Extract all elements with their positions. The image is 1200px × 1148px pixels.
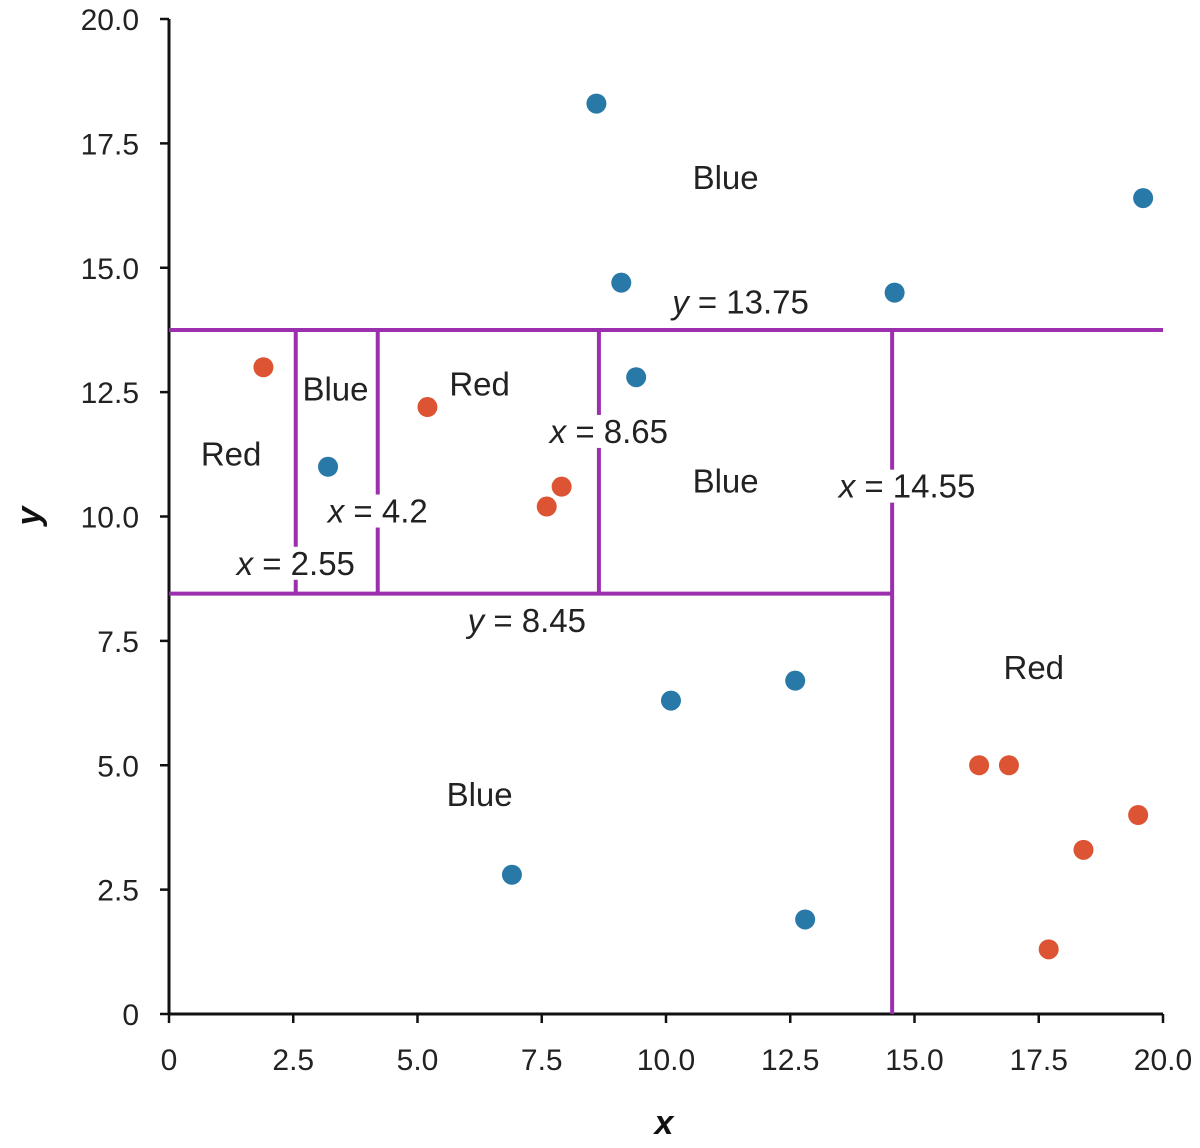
y-tick-label: 12.5 xyxy=(81,377,139,410)
split-value: = 4.2 xyxy=(344,493,427,530)
split-variable: x xyxy=(326,493,346,530)
split-label-text: x = 14.55 xyxy=(837,468,976,505)
x-tick-label: 15.0 xyxy=(885,1044,943,1077)
split-variable: x xyxy=(235,545,255,582)
data-point xyxy=(998,755,1019,776)
x-tick-label: 5.0 xyxy=(397,1044,439,1077)
y-tick-label: 5.0 xyxy=(97,750,139,783)
split-label: x = 4.2 xyxy=(322,493,431,530)
split-label-background xyxy=(833,469,979,503)
x-tick-label: 17.5 xyxy=(1010,1044,1068,1077)
x-axis-title: x xyxy=(653,1104,676,1142)
split-value: = 2.55 xyxy=(253,545,355,582)
split-lines: y = 13.75y = 8.45x = 14.55x = 8.65x = 4.… xyxy=(169,284,1163,1014)
split-variable: y xyxy=(670,284,691,321)
data-point xyxy=(417,397,438,418)
x-tick-label: 7.5 xyxy=(521,1044,563,1077)
split-label: y = 8.45 xyxy=(462,602,590,639)
split-label-background xyxy=(544,414,672,448)
y-tick-label: 17.5 xyxy=(81,128,139,161)
data-point xyxy=(660,690,681,711)
x-tick-label: 12.5 xyxy=(761,1044,819,1077)
split-variable: x xyxy=(837,468,857,505)
data-point xyxy=(1133,188,1154,209)
data-points xyxy=(253,93,1154,960)
split-label-text: x = 2.55 xyxy=(235,545,355,582)
y-axis-title: y xyxy=(10,504,48,527)
split-label-text: y = 13.75 xyxy=(670,284,809,321)
data-point xyxy=(536,496,557,517)
data-point xyxy=(626,367,647,388)
region-labels: Blue Red Blue Red Blue Red Blue xyxy=(201,159,1064,813)
split-label: x = 14.55 xyxy=(833,468,979,505)
data-point xyxy=(785,670,806,691)
data-point xyxy=(253,357,274,378)
data-point xyxy=(1073,839,1094,860)
y-tick-label: 20.0 xyxy=(81,4,139,37)
split-label-text: x = 4.2 xyxy=(326,493,428,530)
data-point xyxy=(884,282,905,303)
data-point xyxy=(318,456,339,477)
region-label: Blue xyxy=(447,776,513,813)
split-label: x = 2.55 xyxy=(231,545,358,582)
data-point xyxy=(501,864,522,885)
data-point xyxy=(1038,939,1059,960)
region-label: Blue xyxy=(693,159,759,196)
split-label-background xyxy=(462,603,590,637)
split-label: y = 13.75 xyxy=(667,284,812,321)
axes xyxy=(167,19,1163,1016)
region-label: Blue xyxy=(302,371,368,408)
split-variable: y xyxy=(466,602,487,639)
split-label: x = 8.65 xyxy=(544,413,672,450)
split-value: = 14.55 xyxy=(855,468,975,505)
data-point xyxy=(551,476,572,497)
region-label: Red xyxy=(449,366,510,403)
x-tick-label: 10.0 xyxy=(637,1044,695,1077)
data-point xyxy=(969,755,990,776)
data-point xyxy=(586,93,607,114)
split-value: = 8.45 xyxy=(484,602,586,639)
x-tick-label: 2.5 xyxy=(272,1044,314,1077)
region-label: Blue xyxy=(693,463,759,500)
data-point xyxy=(1128,805,1149,825)
y-tick-label: 15.0 xyxy=(81,253,139,286)
split-value: = 8.65 xyxy=(566,413,668,450)
y-tick-label: 0 xyxy=(122,999,139,1032)
axis-ticks: 0 2.5 5.0 7.5 10.0 12.5 15.0 17.5 20.0 0 2.5 5.0 7.5… xyxy=(81,4,1193,1077)
x-tick-label: 0 xyxy=(161,1044,178,1077)
y-tick-label: 7.5 xyxy=(97,626,139,659)
data-point xyxy=(611,272,632,293)
split-label-background xyxy=(231,546,358,580)
y-tick-label: 10.0 xyxy=(81,502,139,535)
data-point xyxy=(795,909,816,930)
region-label: Red xyxy=(1004,649,1065,686)
x-tick-label: 20.0 xyxy=(1134,1044,1192,1077)
split-label-text: y = 8.45 xyxy=(466,602,586,639)
region-label: Red xyxy=(201,435,262,472)
split-label-text: x = 8.65 xyxy=(548,413,668,450)
split-value: = 13.75 xyxy=(689,284,809,321)
y-tick-label: 2.5 xyxy=(97,875,139,908)
split-label-background xyxy=(667,285,812,319)
split-variable: x xyxy=(548,413,568,450)
split-label-background xyxy=(322,494,431,528)
